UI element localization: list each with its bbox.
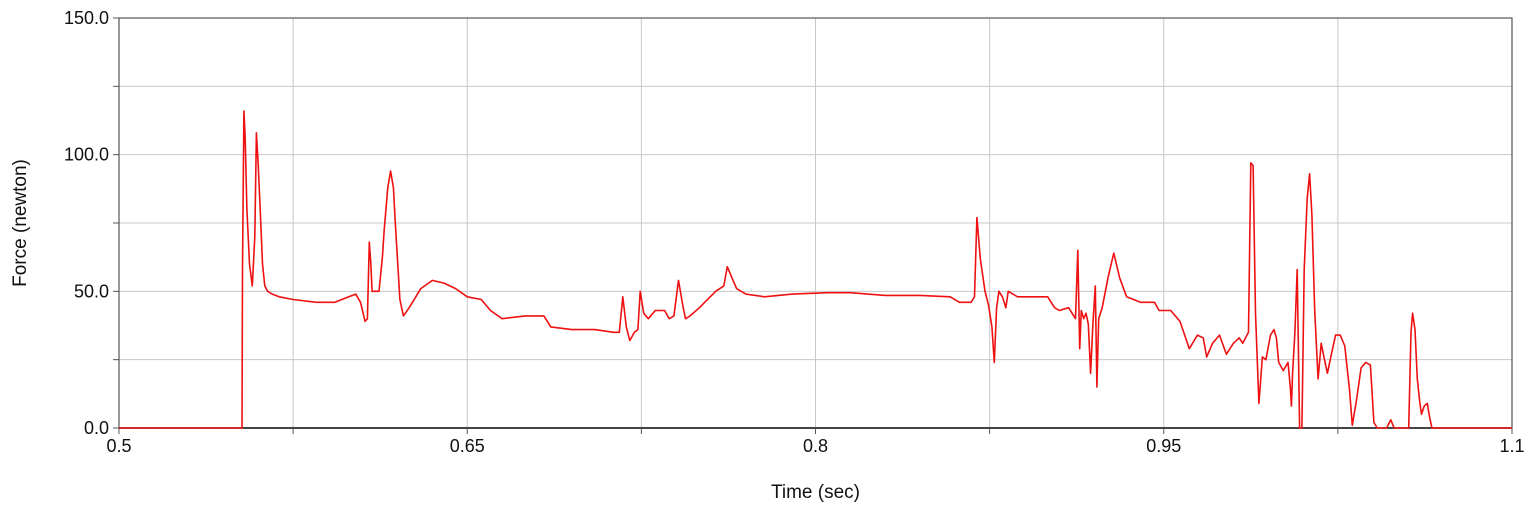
axis-ticks	[113, 17, 1513, 434]
x-tick-label: 0.5	[106, 436, 131, 456]
x-tick-labels: 0.5 0.65 0.8 0.95 1.1	[106, 436, 1524, 456]
y-tick-label: 100.0	[64, 145, 109, 165]
y-tick-labels: 0.0 50.0 100.0 150.0	[64, 8, 109, 438]
y-tick-label: 150.0	[64, 8, 109, 28]
x-axis-title: Time (sec)	[771, 482, 860, 503]
x-tick-label: 0.95	[1146, 436, 1181, 456]
y-tick-label: 50.0	[74, 281, 109, 301]
series-line	[119, 110, 1512, 429]
x-tick-label: 1.1	[1499, 436, 1524, 456]
x-tick-label: 0.65	[450, 436, 485, 456]
y-tick-label: 0.0	[84, 418, 109, 438]
x-tick-label: 0.8	[803, 436, 828, 456]
y-axis-title: Force (newton)	[10, 159, 31, 287]
